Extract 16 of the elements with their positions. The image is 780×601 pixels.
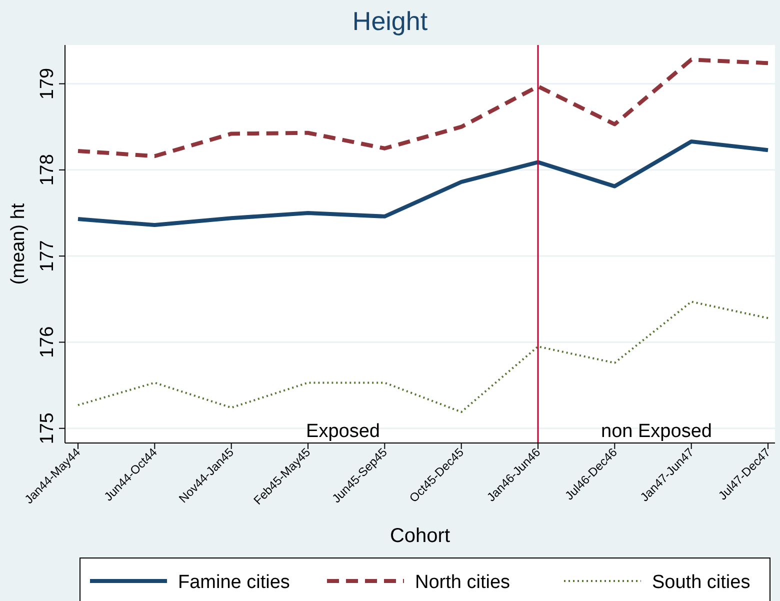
y-tick-label: 177 <box>37 240 58 272</box>
chart-title: Height <box>352 6 428 36</box>
line-series <box>76 139 770 228</box>
y-tick-label: 176 <box>37 326 58 358</box>
annotation: non Exposed <box>601 421 712 442</box>
line-series <box>76 58 770 158</box>
annotation: Exposed <box>306 421 380 442</box>
y-tick-label: 179 <box>37 68 58 100</box>
y-tick-label: 175 <box>37 412 58 444</box>
y-axis-title: (mean) ht <box>8 202 29 285</box>
legend-label: Famine cities <box>178 572 290 593</box>
legend-label: North cities <box>415 572 510 593</box>
line-series <box>77 300 769 413</box>
x-axis-title: Cohort <box>390 525 450 547</box>
y-tick-label: 178 <box>37 154 58 186</box>
legend-label: South cities <box>652 572 750 593</box>
